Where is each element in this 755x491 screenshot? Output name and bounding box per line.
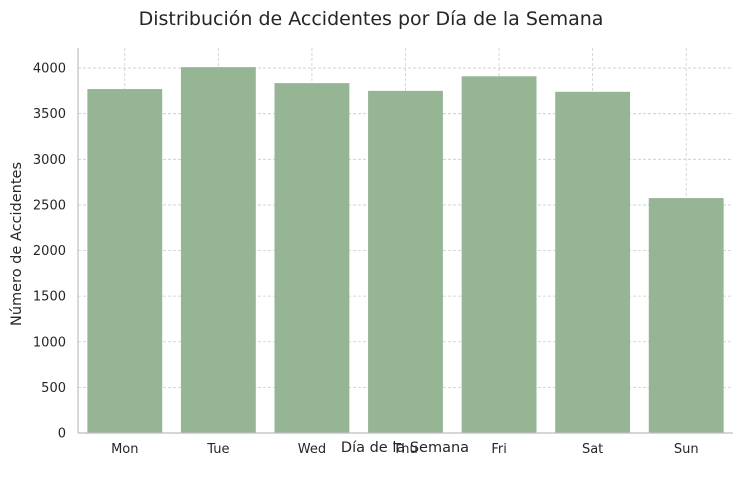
y-tick-label: 500	[41, 381, 66, 396]
bar-sun	[648, 198, 724, 433]
bar-mon	[87, 89, 163, 433]
x-axis-label: Día de la Semana	[341, 440, 469, 456]
y-tick-label: 4000	[33, 62, 66, 77]
bar-wed	[274, 83, 350, 434]
y-tick-labels: 0 500 1000 1500 2000 2500 3000 3500 4000	[33, 62, 66, 442]
bar-thu	[368, 90, 443, 433]
x-tick-label: Sat	[582, 442, 603, 457]
bar-tue	[180, 67, 256, 434]
bar-sat	[555, 91, 631, 433]
y-tick-label: 1000	[33, 335, 66, 350]
y-axis-label: Número de Accidentes	[9, 162, 25, 326]
x-tick-label: Tue	[206, 442, 229, 457]
x-tick-label: Wed	[298, 442, 326, 457]
bars	[87, 67, 724, 434]
chart-title: Distribución de Accidentes por Día de la…	[139, 8, 604, 30]
x-tick-labels: Mon Tue Wed Thu Fri Sat Sun	[111, 442, 699, 457]
x-tick-label: Fri	[491, 442, 507, 457]
x-tick-label: Sun	[674, 442, 699, 457]
y-tick-label: 3000	[33, 153, 66, 168]
y-tick-label: 3500	[33, 107, 66, 122]
y-tick-label: 1500	[33, 290, 66, 305]
bar-fri	[461, 76, 537, 434]
x-tick-label: Mon	[111, 442, 138, 457]
y-tick-label: 2000	[33, 244, 66, 259]
x-tick-label: Thu	[392, 442, 417, 457]
y-tick-label: 0	[58, 427, 66, 442]
y-tick-label: 2500	[33, 198, 66, 213]
